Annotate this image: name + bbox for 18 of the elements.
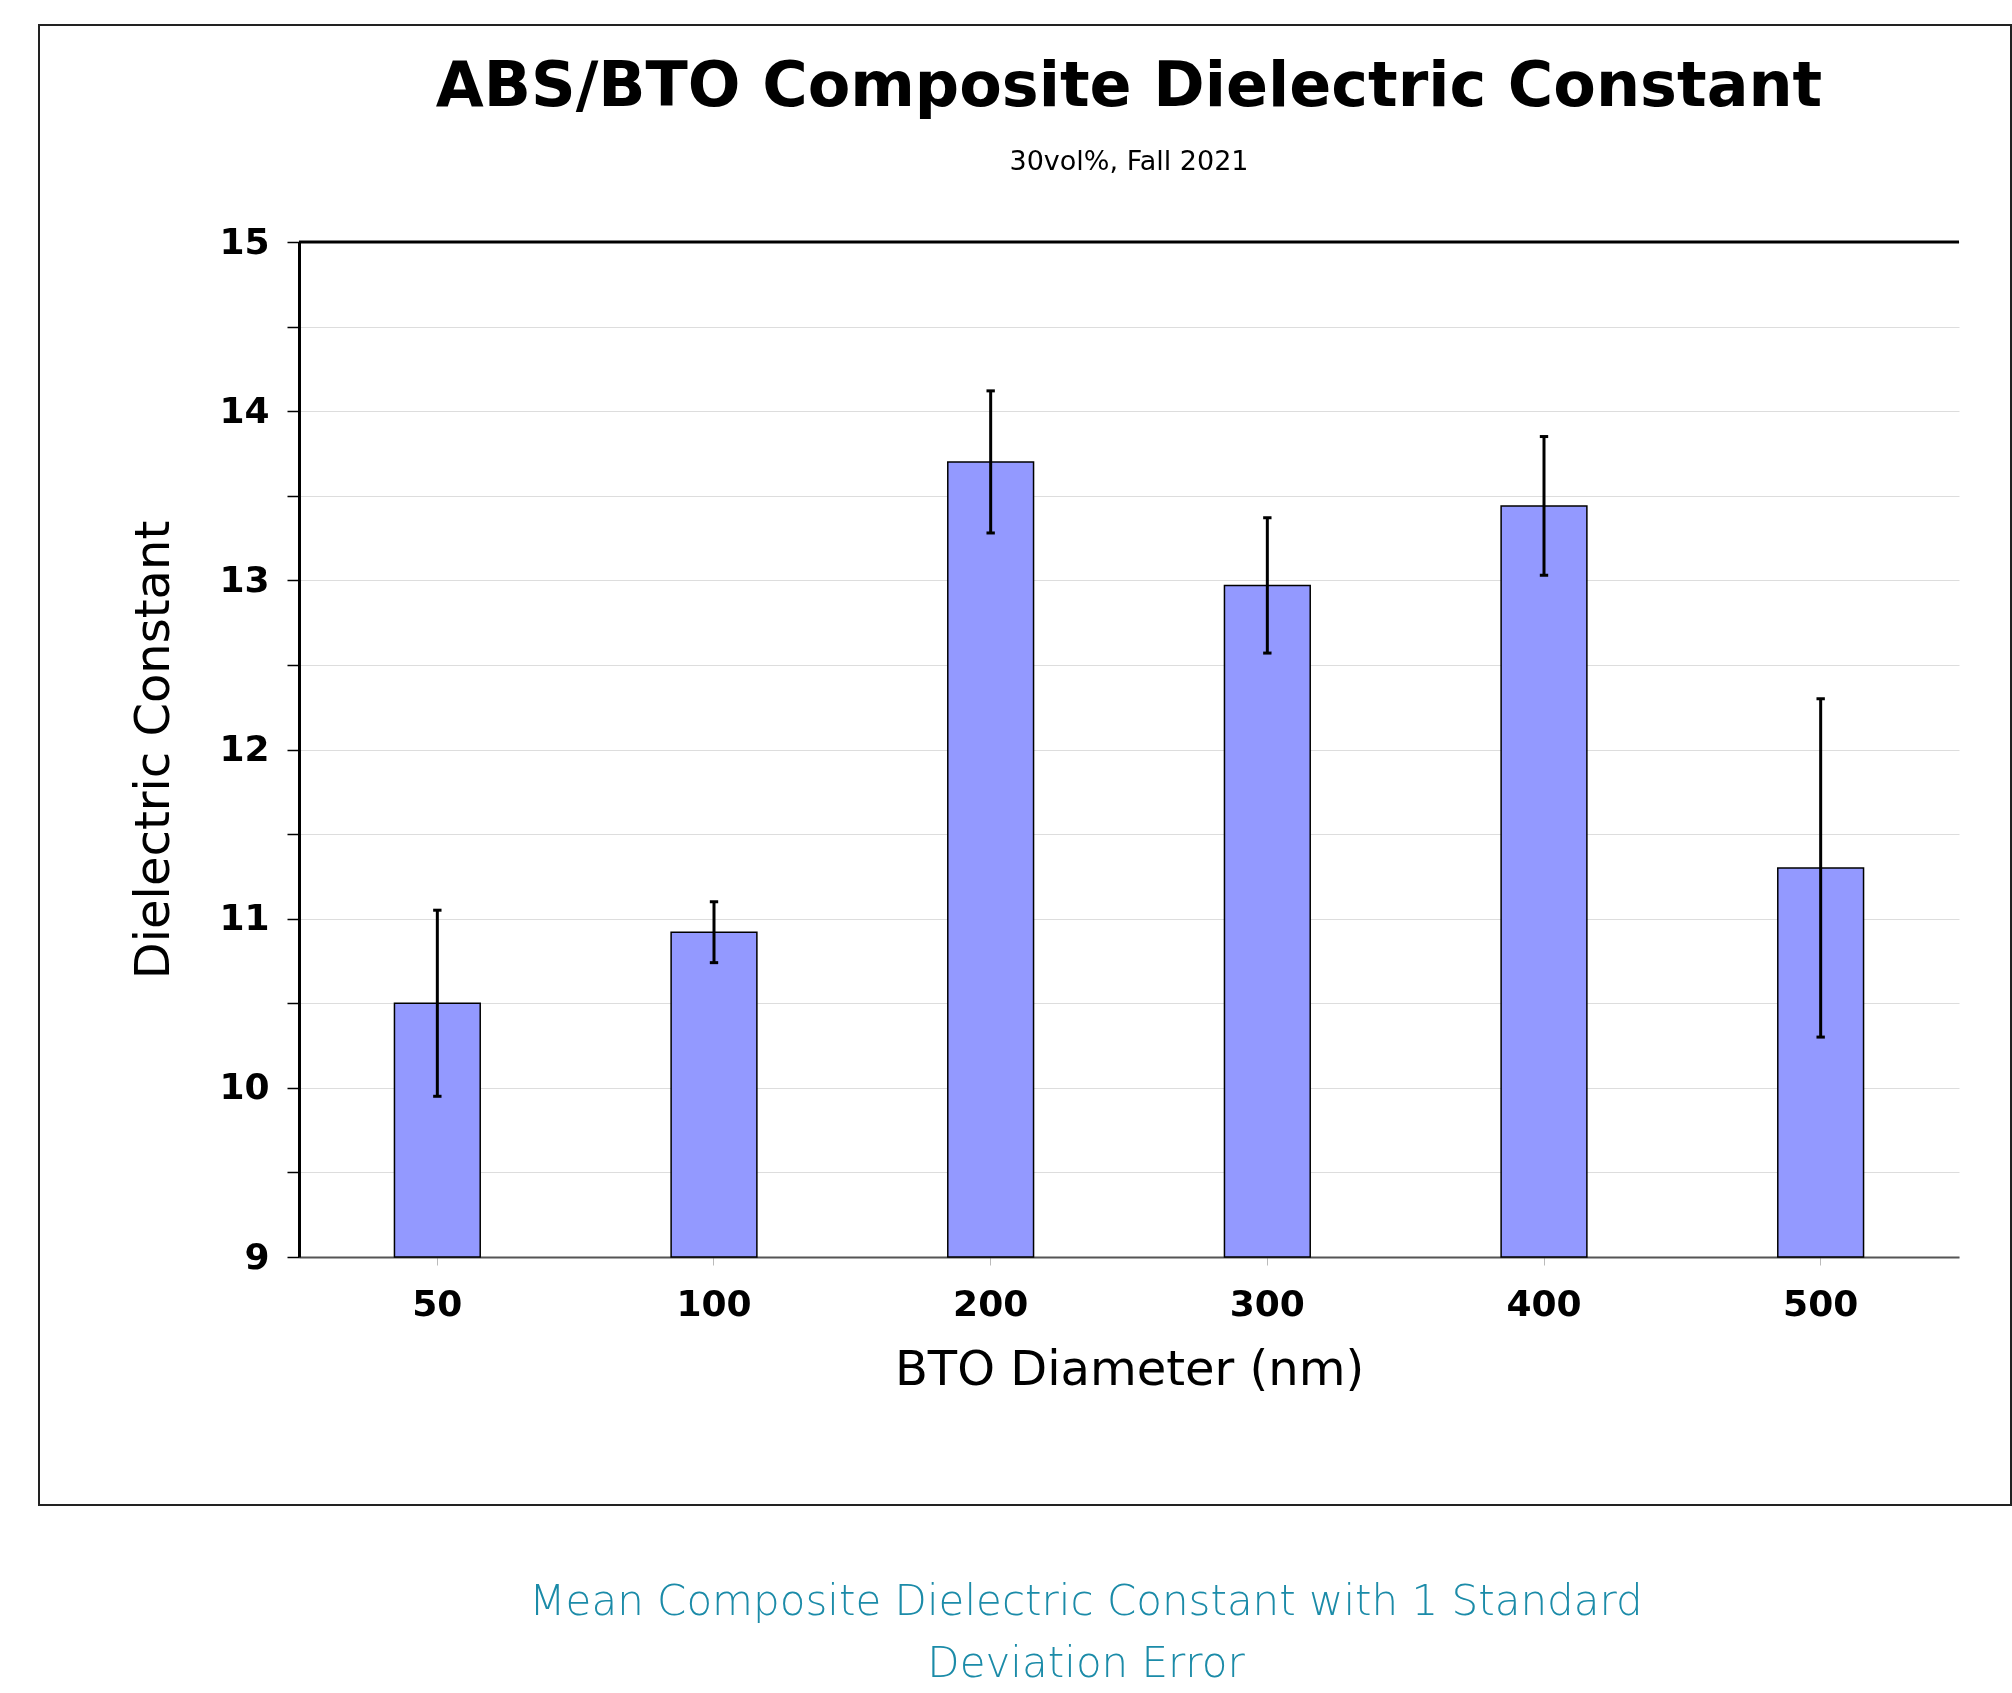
x-tick-label: 300 xyxy=(1229,1282,1305,1324)
x-tick-label: 500 xyxy=(1783,1282,1859,1324)
y-tick-label: 15 xyxy=(219,220,270,262)
y-tick-label: 12 xyxy=(219,728,270,769)
y-tick-label: 14 xyxy=(219,389,270,431)
y-tick-label: 9 xyxy=(244,1235,270,1277)
x-tick-label: 200 xyxy=(953,1282,1029,1324)
x-axis-title: BTO Diameter (nm) xyxy=(894,1339,1365,1396)
y-axis-title: Dielectric Constant xyxy=(124,520,181,980)
text: Mean Composite Dielectric Constant with 1 Standard Deviation Error xyxy=(528,1575,1644,1689)
x-tick-label: 100 xyxy=(676,1282,752,1324)
chart-subtitle: 30vol%, Fall 2021 xyxy=(1009,145,1249,176)
chart-title: ABS/BTO Composite Dielectric Constant xyxy=(435,48,1823,121)
y-tick-label: 11 xyxy=(219,897,270,939)
x-tick-label: 50 xyxy=(412,1282,463,1324)
x-tick-label: 400 xyxy=(1506,1282,1582,1324)
y-tick-label: 13 xyxy=(219,558,270,600)
y-tick-label: 10 xyxy=(219,1066,270,1108)
